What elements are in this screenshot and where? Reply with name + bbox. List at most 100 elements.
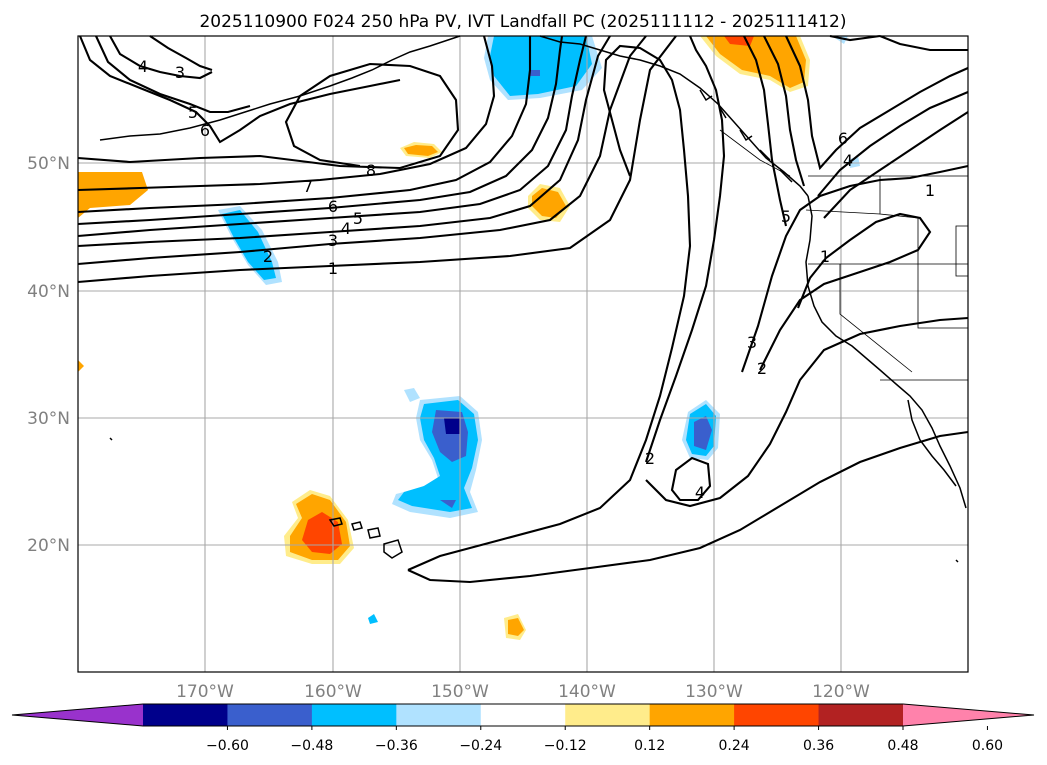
- colorbar-segment: [649, 704, 735, 726]
- border-nv-ut: [917, 264, 968, 329]
- contour-ne-7: [879, 35, 968, 52]
- blue-patch-goa: [490, 36, 592, 96]
- orange-patch-edge: [78, 360, 84, 372]
- contour-label: 3: [747, 333, 757, 352]
- map-title: 2025110900 F024 250 hPa PV, IVT Landfall…: [199, 12, 846, 32]
- orange-patch-144w: [532, 188, 566, 218]
- colorbar-segment: [396, 704, 482, 726]
- contour-label: 1: [820, 247, 830, 266]
- contour-label: 3: [328, 231, 338, 250]
- contour-label: 7: [303, 177, 313, 196]
- contour-8: [77, 62, 460, 170]
- royal-speck-150w: [440, 500, 456, 508]
- blue-light-speck: [404, 388, 420, 402]
- bc-islands: [699, 89, 793, 183]
- longitude-labels: 170°W 160°W 150°W 140°W 130°W 120°W: [176, 682, 870, 702]
- blue-patch-165w: [222, 210, 276, 280]
- contour-label: 5: [781, 207, 791, 226]
- contour-label: 2: [645, 449, 655, 468]
- colorbar-tick-label: 0.48: [887, 738, 918, 754]
- contour-ne-6: [785, 35, 969, 171]
- colorbar-segment: [734, 704, 820, 726]
- royal-blob-131w: [694, 416, 712, 450]
- colorbar-tick-label: −0.36: [375, 738, 418, 754]
- lon-label-170w: 170°W: [176, 682, 234, 702]
- colorbar-tick-label: −0.60: [206, 738, 249, 754]
- baja-coast: [907, 399, 957, 487]
- contour-label: 4: [341, 219, 351, 238]
- contour-labels: 4 3 5 6 8 7 6 5 4 3 1 2 2 3 2 4 1 5 4 6 …: [138, 57, 935, 502]
- hawaii-coast: [328, 517, 403, 559]
- colorbar-tick-label: −0.48: [290, 738, 333, 754]
- colorbar-extend-low: [12, 704, 143, 726]
- contour-3: [77, 35, 611, 248]
- lat-label-30n: 30°N: [27, 409, 70, 429]
- contour-1: [77, 35, 677, 284]
- colorbar-outline: [11, 703, 1035, 727]
- contour-ne-1: [817, 91, 969, 197]
- contour-east-1: [407, 430, 969, 584]
- coastlines: [99, 35, 967, 563]
- contour-label: 8: [366, 161, 376, 180]
- contour-east-2: [407, 44, 692, 571]
- contour-2: [77, 35, 647, 266]
- graticule: [78, 36, 968, 672]
- contour-label: 3: [175, 63, 185, 82]
- contour-nw-5: [95, 35, 251, 114]
- contour-7: [77, 35, 496, 192]
- lat-label-40n: 40°N: [27, 282, 70, 302]
- aleutian-coast: [99, 35, 461, 141]
- orange-patch-145w: [508, 618, 524, 636]
- contour-nw-3: [149, 35, 213, 71]
- contour-nw-6: [79, 35, 401, 144]
- orange-patch-154w: [404, 145, 438, 156]
- colorbar-tick-label: −0.12: [544, 738, 587, 754]
- colorbar-tick-label: −0.24: [459, 738, 502, 754]
- colorbar-segment: [565, 704, 651, 726]
- contour-4: [77, 35, 588, 238]
- contour-east-3b: [741, 164, 969, 373]
- lon-label-120w: 120°W: [812, 682, 870, 702]
- contour-label: 4: [138, 57, 148, 76]
- contours: [77, 34, 969, 584]
- colorbar-segment: [311, 704, 397, 726]
- contour-ne-5: [743, 35, 788, 227]
- lon-label-160w: 160°W: [304, 682, 362, 702]
- blue-speck-hawaii: [368, 614, 378, 624]
- colorbar-extend-high: [903, 704, 1034, 726]
- map-frame: [77, 35, 969, 673]
- border-alaska: [719, 129, 791, 177]
- speck-island: [109, 437, 113, 441]
- navy-core-150w: [444, 418, 460, 434]
- contour-east-1b: [759, 212, 932, 371]
- contour-label: 4: [843, 151, 853, 170]
- colorbar-tick-label: 0.24: [719, 738, 750, 754]
- contour-east-3: [645, 316, 969, 508]
- contour-nw-4: [109, 35, 213, 80]
- us-west-coast: [805, 195, 967, 509]
- contour-ne-2: [823, 111, 969, 219]
- contour-label: 5: [353, 209, 363, 228]
- border-wa-or: [805, 209, 881, 215]
- orange-patch-west: [78, 172, 148, 218]
- contour-5: [77, 35, 564, 226]
- lon-label-140w: 140°W: [558, 682, 616, 702]
- red-patch-ne: [724, 36, 754, 46]
- lat-label-20n: 20°N: [27, 536, 70, 556]
- colorbar-segment: [143, 704, 228, 726]
- colorbar-segment: [227, 704, 313, 726]
- latitude-labels: 50°N 40°N 30°N 20°N: [27, 154, 70, 556]
- contour-label: 2: [263, 247, 273, 266]
- contour-label: 6: [328, 197, 338, 216]
- contour-ne-top: [829, 34, 881, 42]
- contour-label: 4: [695, 483, 705, 502]
- contour-label: 1: [328, 259, 338, 278]
- colorbar-tick-label: 0.60: [972, 738, 1003, 754]
- contour-label: 5: [188, 103, 198, 122]
- contour-label: 6: [838, 129, 848, 148]
- blue-patch-119w: [848, 156, 860, 168]
- colorbar: −0.60 −0.48 −0.36 −0.24 −0.12 0.12 0.24 0.36 0.4…: [11, 703, 1035, 754]
- colorbar-tick-label: 0.12: [634, 738, 665, 754]
- speck-island-east: [955, 559, 959, 563]
